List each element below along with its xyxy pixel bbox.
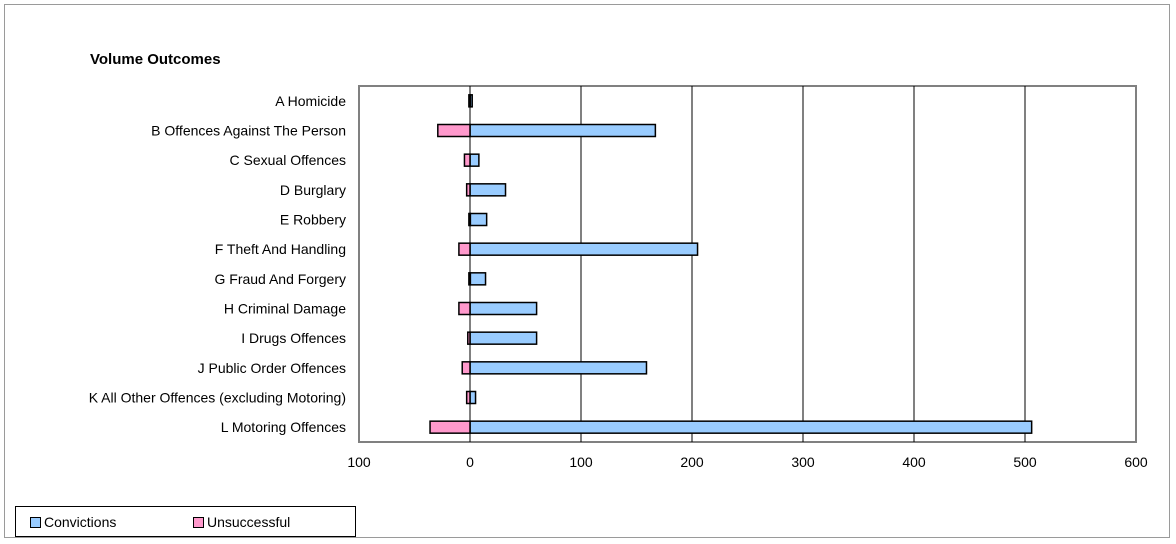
bar-convictions <box>470 392 476 404</box>
legend: Convictions Unsuccessful <box>15 506 356 537</box>
bar-unsuccessful <box>459 243 470 255</box>
legend-swatch-convictions <box>30 517 41 528</box>
chart-title: Volume Outcomes <box>90 51 221 68</box>
legend-item-convictions: Convictions <box>30 514 116 530</box>
bar-unsuccessful <box>462 362 470 374</box>
bar-convictions <box>470 303 537 315</box>
plot-area <box>359 86 1136 442</box>
x-tick-label: 100 <box>569 454 593 470</box>
bar-unsuccessful <box>469 95 471 107</box>
legend-label-convictions: Convictions <box>44 514 116 530</box>
legend-label-unsuccessful: Unsuccessful <box>207 514 290 530</box>
chart-frame: Volume Outcomes A Homicide B Offences Aga… <box>4 4 1170 538</box>
category-label: F Theft And Handling <box>215 241 346 257</box>
bar-unsuccessful <box>467 392 470 404</box>
category-label: I Drugs Offences <box>241 330 346 346</box>
legend-swatch-unsuccessful <box>193 517 204 528</box>
category-label: E Robbery <box>280 212 346 228</box>
bar-convictions <box>470 125 655 137</box>
category-label: C Sexual Offences <box>230 152 346 168</box>
bar-unsuccessful <box>468 332 470 344</box>
category-labels: A Homicide B Offences Against The Person C… <box>89 93 347 435</box>
category-label: G Fraud And Forgery <box>214 271 346 287</box>
bar-unsuccessful <box>467 184 470 196</box>
bar-unsuccessful <box>469 214 471 226</box>
x-tick-label: 200 <box>680 454 704 470</box>
category-label: L Motoring Offences <box>221 419 346 435</box>
category-label: D Burglary <box>280 182 346 198</box>
bar-convictions <box>470 214 487 226</box>
legend-item-unsuccessful: Unsuccessful <box>193 514 290 530</box>
x-tick-label: 500 <box>1013 454 1037 470</box>
bar-unsuccessful <box>469 273 471 285</box>
bar-convictions <box>470 184 506 196</box>
category-label: A Homicide <box>275 93 346 109</box>
bar-convictions <box>470 154 479 166</box>
x-tick-label: 100 <box>347 454 371 470</box>
x-axis-ticks: 100 0 100 200 300 400 500 600 <box>347 454 1148 470</box>
bar-unsuccessful <box>438 125 470 137</box>
category-label: H Criminal Damage <box>224 301 346 317</box>
x-tick-label: 0 <box>466 454 474 470</box>
bar-unsuccessful <box>430 421 470 433</box>
category-label: K All Other Offences (excluding Motoring… <box>89 390 346 406</box>
category-label: B Offences Against The Person <box>151 123 346 139</box>
chart-svg: Volume Outcomes A Homicide B Offences Aga… <box>5 5 1171 539</box>
x-tick-label: 600 <box>1124 454 1148 470</box>
bar-unsuccessful <box>459 303 470 315</box>
category-label: J Public Order Offences <box>198 360 346 376</box>
bar-convictions <box>470 332 537 344</box>
bar-convictions <box>470 243 698 255</box>
bar-convictions <box>470 362 646 374</box>
x-tick-label: 400 <box>902 454 926 470</box>
bar-convictions <box>470 421 1032 433</box>
bar-convictions <box>470 273 486 285</box>
x-tick-label: 300 <box>791 454 815 470</box>
bar-unsuccessful <box>464 154 470 166</box>
